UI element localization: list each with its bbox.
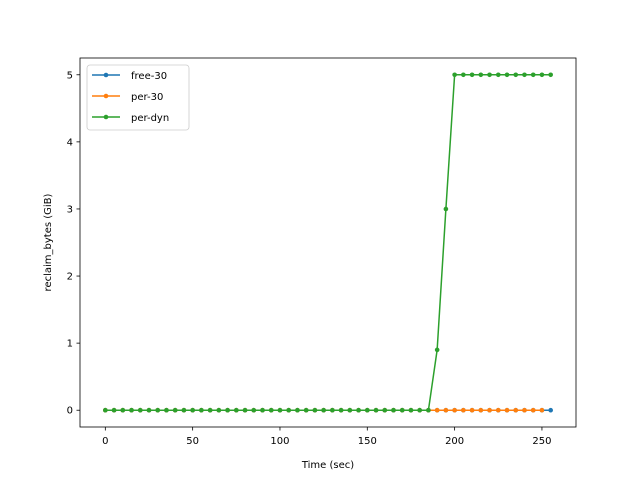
- data-point-per-dyn: [277, 407, 283, 413]
- data-point-per-dyn: [338, 407, 344, 413]
- legend-box: [86, 64, 190, 131]
- data-point-per-30: [495, 407, 501, 413]
- data-point-per-dyn: [530, 72, 536, 78]
- data-point-per-dyn: [356, 407, 361, 413]
- data-point-per-dyn: [103, 407, 108, 413]
- data-point-per-dyn: [478, 72, 484, 78]
- data-point-per-dyn: [469, 72, 475, 78]
- data-point-per-dyn: [234, 407, 239, 413]
- data-point-per-dyn: [225, 407, 230, 413]
- data-point-per-dyn: [399, 407, 405, 413]
- data-point-per-dyn: [286, 407, 292, 413]
- legend-label-free-30: free-30: [131, 71, 167, 82]
- legend-marker-per-dyn: [103, 114, 109, 120]
- y-axis-label: reclaim_bytes (GiB): [43, 193, 54, 291]
- data-point-per-dyn: [539, 72, 545, 78]
- data-point-per-dyn: [295, 407, 300, 413]
- x-tick-label: 100: [270, 436, 289, 447]
- data-point-per-30: [434, 407, 440, 413]
- data-point-per-30: [539, 407, 545, 413]
- data-point-per-dyn: [391, 407, 396, 413]
- x-tick-label: 250: [532, 436, 551, 447]
- data-point-per-dyn: [382, 407, 388, 413]
- data-point-per-dyn: [522, 72, 527, 78]
- data-point-per-30: [452, 407, 457, 413]
- axes-frame: [79, 57, 577, 428]
- x-axis-label: Time (sec): [301, 460, 354, 471]
- data-point-per-dyn: [137, 407, 143, 413]
- data-point-per-dyn: [408, 407, 414, 413]
- data-point-per-dyn: [513, 72, 519, 78]
- data-point-per-dyn: [452, 72, 457, 78]
- data-point-per-dyn: [129, 407, 134, 413]
- data-point-per-dyn: [146, 407, 152, 413]
- data-point-per-dyn: [487, 72, 492, 78]
- data-point-per-dyn: [164, 407, 169, 413]
- y-tick-label: 3: [67, 204, 73, 215]
- legend-label-per-dyn: per-dyn: [131, 113, 169, 124]
- data-point-per-30: [513, 407, 519, 413]
- data-point-per-dyn: [426, 407, 431, 413]
- data-point-per-dyn: [548, 72, 553, 78]
- x-tick-label: 50: [186, 436, 199, 447]
- data-point-per-dyn: [181, 407, 187, 413]
- y-tick-label: 0: [67, 406, 73, 417]
- data-point-per-dyn: [434, 347, 440, 353]
- data-point-per-30: [504, 407, 510, 413]
- data-point-per-dyn: [268, 407, 274, 413]
- series-line-per-dyn: [104, 74, 552, 411]
- data-point-per-dyn: [321, 407, 326, 413]
- data-point-per-dyn: [461, 72, 466, 78]
- legend-marker-per-30: [103, 93, 109, 99]
- data-point-per-30: [478, 407, 484, 413]
- data-point-per-dyn: [120, 407, 126, 413]
- data-point-per-dyn: [303, 407, 309, 413]
- data-point-free-30: [548, 407, 553, 413]
- data-point-per-30: [487, 407, 492, 413]
- data-point-per-dyn: [242, 407, 248, 413]
- y-tick-label: 2: [67, 272, 73, 283]
- data-point-per-dyn: [251, 407, 257, 413]
- data-point-per-dyn: [417, 407, 422, 413]
- x-tick-label: 150: [358, 436, 377, 447]
- plot-area: [103, 72, 553, 413]
- data-point-per-dyn: [495, 72, 501, 78]
- data-point-per-dyn: [155, 407, 161, 413]
- axis-ticks: 0 50 100 150 200 250 0 1 2 3 4 5: [67, 70, 552, 447]
- legend-label-per-30: per-30: [131, 92, 163, 103]
- data-point-per-dyn: [330, 407, 335, 413]
- data-point-per-30: [522, 407, 527, 413]
- data-point-per-dyn: [373, 407, 379, 413]
- legend-marker-free-30: [103, 72, 109, 78]
- data-point-per-30: [443, 407, 449, 413]
- data-point-per-dyn: [347, 407, 353, 413]
- data-point-per-dyn: [207, 407, 213, 413]
- data-point-per-dyn: [443, 206, 449, 212]
- x-tick-label: 0: [102, 436, 108, 447]
- y-tick-label: 4: [67, 137, 73, 148]
- data-point-per-dyn: [312, 407, 318, 413]
- x-tick-label: 200: [445, 436, 464, 447]
- data-point-per-dyn: [504, 72, 510, 78]
- data-point-per-dyn: [216, 407, 222, 413]
- data-point-per-dyn: [190, 407, 195, 413]
- y-tick-label: 5: [67, 70, 73, 81]
- data-point-per-30: [461, 407, 466, 413]
- legend: free-30 per-30 per-dyn: [86, 64, 190, 131]
- data-point-per-30: [469, 407, 475, 413]
- y-tick-label: 1: [67, 339, 73, 350]
- data-point-per-dyn: [199, 407, 204, 413]
- data-point-per-dyn: [260, 407, 265, 413]
- data-point-per-dyn: [172, 407, 178, 413]
- data-point-per-dyn: [111, 407, 117, 413]
- data-point-per-30: [530, 407, 536, 413]
- data-point-per-dyn: [365, 407, 370, 413]
